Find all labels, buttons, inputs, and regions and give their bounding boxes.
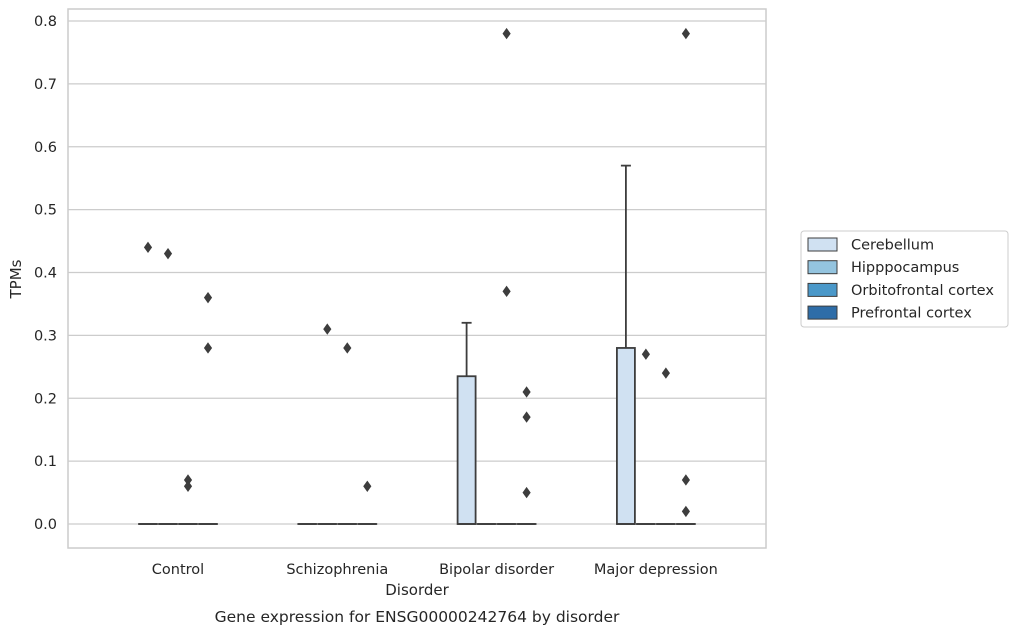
boxes (138, 164, 696, 525)
legend-swatch (807, 282, 838, 297)
outlier-point (522, 386, 531, 398)
outlier-point (203, 342, 213, 354)
legend-frame (800, 230, 1009, 328)
legend-label: Hipppocampus (851, 260, 959, 276)
outlier-point (343, 342, 352, 354)
outliers (143, 27, 690, 518)
outlier-point (502, 27, 511, 40)
y-tick-label: 0.5 (34, 203, 57, 219)
x-tick-label: Bipolar disorder (439, 562, 554, 578)
legend-swatch (807, 305, 838, 320)
outlier-point (681, 27, 690, 40)
outlier-point (323, 323, 332, 335)
y-tick-label: 0.2 (34, 391, 57, 407)
x-tick-labels: Control Schizophrenia Bipolar disorder Majo… (152, 562, 718, 578)
y-tick-label: 0.0 (34, 517, 57, 533)
y-tick-label: 0.8 (34, 14, 57, 30)
outlier-point (143, 241, 153, 254)
y-tick-label: 0.6 (34, 140, 57, 156)
y-axis-title: TPMs (7, 259, 25, 299)
legend-label: Cerebellum (851, 238, 934, 254)
box (456, 375, 477, 525)
y-tick-label: 0.3 (34, 328, 57, 344)
legend-label: Orbitofrontal cortex (851, 283, 994, 299)
plot-frame (67, 8, 767, 549)
x-tick-label: Schizophrenia (286, 562, 388, 578)
outlier-point (681, 505, 690, 518)
legend-label: Prefrontal cortex (851, 306, 972, 322)
outlier-point (681, 474, 690, 486)
legend-swatch (807, 237, 838, 252)
outlier-point (502, 285, 511, 298)
y-tick-label: 0.7 (34, 77, 57, 93)
outlier-point (183, 480, 193, 492)
outlier-point (163, 247, 173, 260)
y-tick-label: 0.4 (34, 266, 57, 282)
figure-caption: Gene expression for ENSG00000242764 by d… (215, 608, 620, 626)
legend: Cerebellum Hipppocampus Orbitofrontal cort… (800, 230, 1009, 328)
outlier-point (661, 367, 670, 379)
box (616, 347, 636, 525)
outlier-point (641, 348, 650, 360)
legend-swatch (807, 260, 838, 275)
gridlines (68, 20, 766, 525)
x-tick-label: Major depression (594, 562, 718, 578)
outlier-point (522, 411, 531, 423)
y-tick-label: 0.1 (34, 454, 57, 470)
x-axis-title: Disorder (385, 581, 449, 599)
outlier-point (363, 480, 372, 492)
outlier-point (203, 291, 213, 304)
y-tick-labels: 0.0 0.1 0.2 0.3 0.4 0.5 0.6 0.7 0.8 (34, 14, 57, 533)
x-tick-label: Control (152, 562, 204, 578)
outlier-point (522, 486, 531, 499)
